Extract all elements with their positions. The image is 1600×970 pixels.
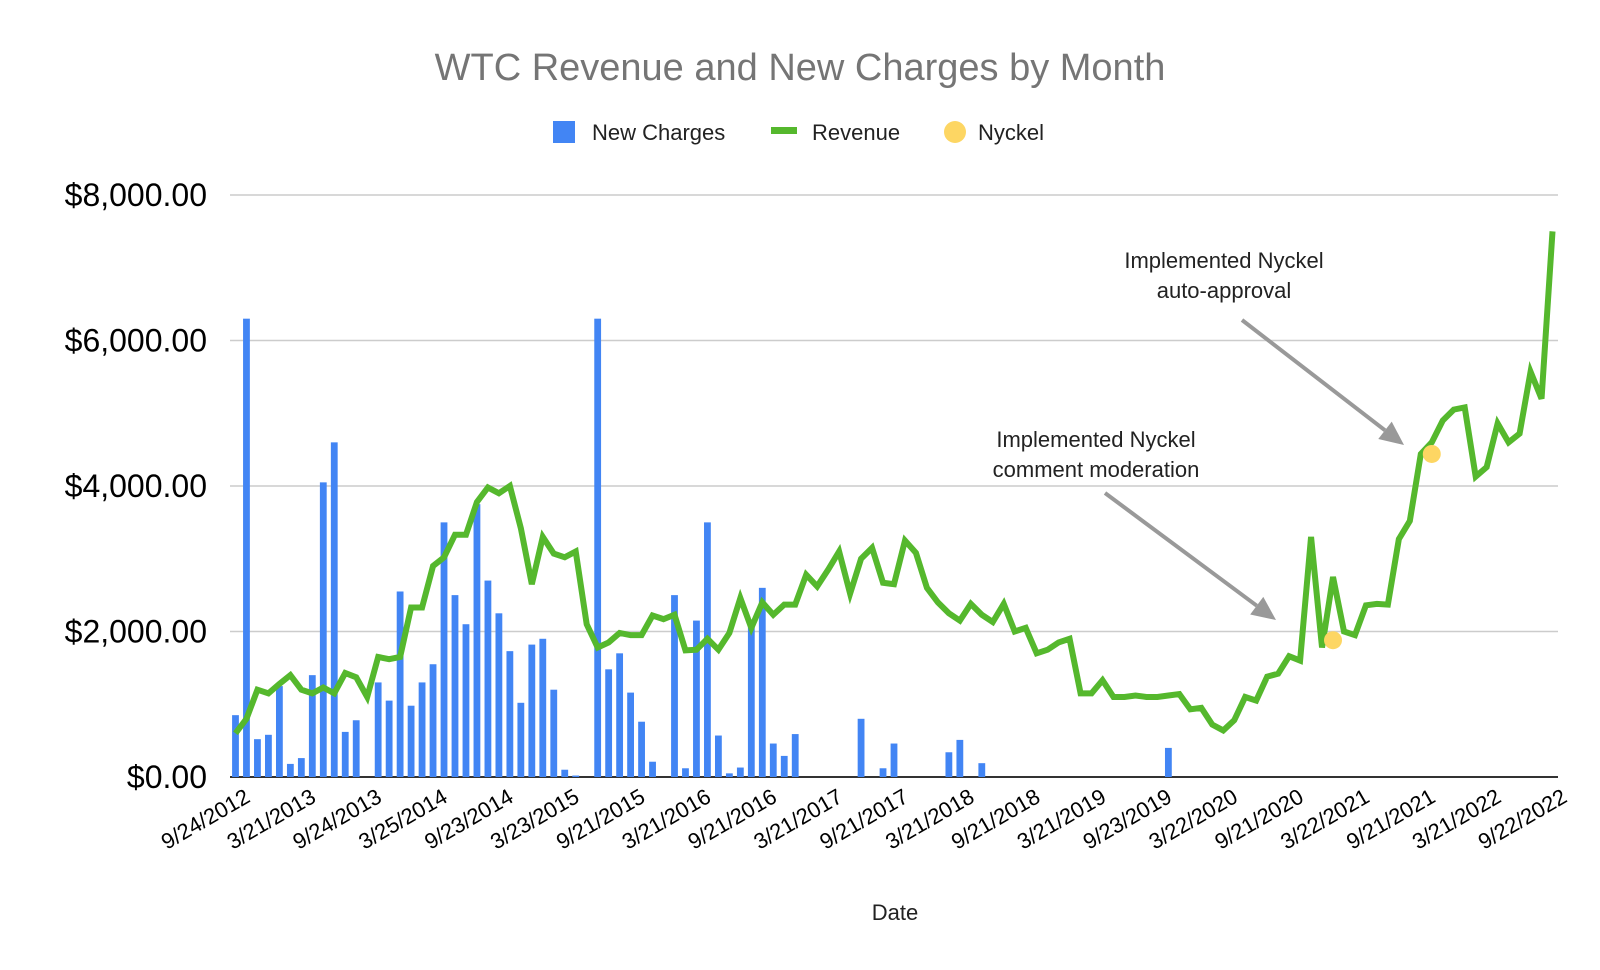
bar [758, 587, 766, 777]
bar [440, 522, 448, 777]
y-tick-label: $2,000.00 [65, 614, 207, 650]
bar [572, 775, 580, 777]
annotation-text: comment moderation [993, 457, 1200, 482]
bar [605, 669, 613, 777]
annotation-text: Implemented Nyckel [1124, 248, 1323, 273]
bar [791, 734, 799, 777]
y-axis-ticks: $0.00 $2,000.00 $4,000.00 $6,000.00 $8,000.0… [65, 177, 207, 795]
bar [330, 442, 338, 777]
bar [297, 758, 305, 777]
bar [561, 769, 569, 777]
annotation-arrow-shaft [1103, 491, 1258, 608]
bar [649, 761, 656, 777]
nyckel-point [1324, 631, 1343, 650]
bar [265, 734, 272, 777]
bar [747, 624, 755, 777]
bar [319, 482, 327, 777]
bar [539, 638, 547, 777]
bar [429, 664, 437, 777]
legend-swatch-revenue [771, 127, 797, 134]
bar [407, 705, 415, 777]
bar [254, 739, 261, 777]
legend-label-new-charges: New Charges [592, 120, 725, 145]
scatter-series-nyckel [1324, 444, 1441, 650]
annotation-text: Implemented Nyckel [996, 427, 1195, 452]
bar [890, 743, 898, 777]
bar [506, 651, 514, 777]
bar [308, 675, 316, 777]
bar [693, 620, 700, 777]
bar [769, 743, 777, 777]
chart-title: WTC Revenue and New Charges by Month [435, 47, 1166, 89]
bar [341, 731, 349, 777]
bar [638, 721, 645, 777]
annotation-arrow-head [1378, 421, 1404, 445]
y-tick-label: $8,000.00 [65, 177, 207, 213]
bar [374, 682, 382, 777]
bar [286, 763, 294, 777]
legend-label-revenue: Revenue [812, 120, 900, 145]
bar [275, 686, 283, 777]
bar [978, 763, 986, 777]
y-tick-label: $6,000.00 [65, 323, 207, 359]
annotation-arrow-head [1250, 596, 1276, 620]
bar [616, 653, 624, 777]
bar [671, 595, 678, 777]
annotation-arrow-shaft [1240, 318, 1387, 432]
bar [594, 318, 602, 777]
y-tick-label: $0.00 [127, 759, 207, 795]
bar [725, 773, 733, 777]
bar [682, 768, 689, 777]
legend-swatch-nyckel [944, 121, 966, 143]
bar [418, 682, 426, 777]
bar [704, 522, 711, 777]
annotations: Implemented Nyckel comment moderation Impl… [993, 248, 1324, 482]
bar [352, 720, 360, 777]
nyckel-point [1422, 444, 1441, 463]
bar [528, 644, 536, 777]
bar [714, 735, 722, 777]
bar [385, 700, 393, 777]
legend-swatch-new-charges [553, 121, 575, 143]
x-axis-label: Date [872, 900, 918, 925]
bar [1164, 747, 1172, 777]
bar [451, 595, 459, 777]
y-tick-label: $4,000.00 [65, 468, 207, 504]
bar [462, 624, 470, 777]
legend: New Charges Revenue Nyckel [553, 120, 1044, 145]
bar [473, 504, 481, 777]
bar-series-new-charges [232, 318, 1172, 777]
bar [627, 692, 634, 777]
legend-label-nyckel: Nyckel [978, 120, 1044, 145]
bar [243, 318, 250, 777]
bar [484, 580, 492, 777]
bar [232, 715, 239, 777]
bar [550, 689, 558, 777]
gridlines [230, 194, 1558, 778]
bar [879, 768, 887, 777]
bar [945, 752, 953, 777]
bar [956, 739, 964, 777]
line-series-revenue [233, 231, 1556, 736]
bar [495, 613, 503, 777]
annotation-text: auto-approval [1157, 278, 1292, 303]
bar [517, 702, 525, 777]
revenue-line [233, 231, 1556, 736]
bar [780, 755, 788, 777]
bar [736, 767, 744, 777]
bar [396, 591, 404, 777]
annotation-arrows [1103, 318, 1404, 620]
bar [857, 718, 865, 777]
x-axis-ticks: 9/24/20123/21/20139/24/20133/25/20149/23… [157, 784, 1571, 855]
